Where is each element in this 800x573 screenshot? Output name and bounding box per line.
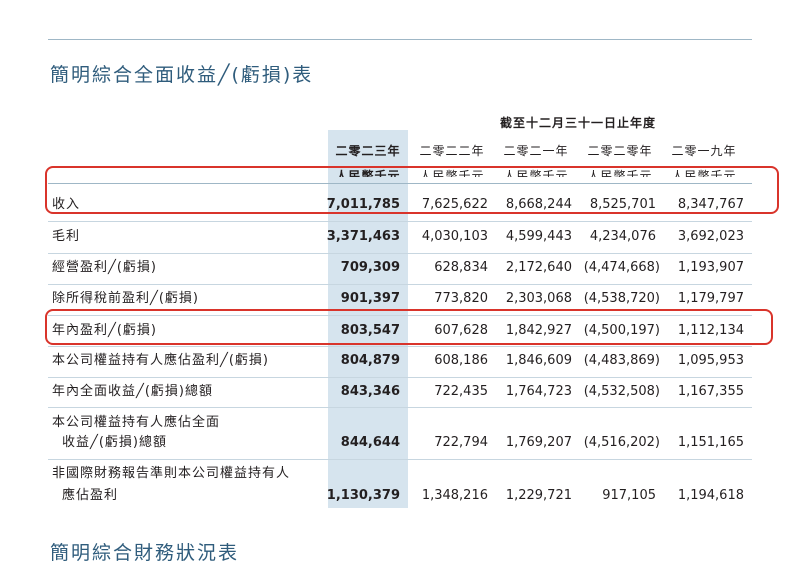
cell-gross-profit-2021: 4,599,443: [505, 229, 572, 244]
cell-revenue-2023: 7,011,785: [326, 197, 400, 212]
row-label-non-ifrs: 非國際財務報告準則本公司權益持有人: [52, 466, 291, 481]
row-label-operating-profit: 經營盈利╱(虧損): [52, 260, 157, 275]
cell-profit-for-year-2019: 1,112,134: [677, 323, 744, 338]
cell-non-ifrs-2019: 1,194,618: [677, 488, 744, 503]
cell-operating-profit-2022: 628,834: [434, 260, 488, 275]
row-divider: [48, 221, 752, 222]
cell-profit-attributable-2023: 804,879: [340, 353, 400, 368]
row-label-revenue: 收入: [52, 197, 81, 212]
cell-non-ifrs-2020: 917,105: [602, 488, 656, 503]
row-divider: [48, 459, 752, 460]
cell-comprehensive-attributable-2022: 722,794: [434, 435, 488, 450]
cell-comprehensive-attributable-2019: 1,151,165: [677, 435, 744, 450]
cell-profit-before-tax-2019: 1,179,797: [677, 291, 744, 306]
row-divider: [48, 284, 752, 285]
header-rule: [48, 183, 752, 184]
unit-2021: 人民幣千元: [503, 169, 569, 177]
cell-revenue-2019: 8,347,767: [677, 197, 744, 212]
cell-profit-for-year-2021: 1,842,927: [505, 323, 572, 338]
cell-non-ifrs-2021: 1,229,721: [505, 488, 572, 503]
cell-total-comprehensive-2023: 843,346: [340, 384, 400, 399]
unit-2023: 人民幣千元: [335, 169, 401, 177]
cell-profit-before-tax-2022: 773,820: [434, 291, 488, 306]
cell-total-comprehensive-2021: 1,764,723: [505, 384, 572, 399]
unit-2020: 人民幣千元: [587, 169, 653, 177]
cell-profit-for-year-2020: (4,500,197): [583, 323, 660, 338]
cell-profit-for-year-2022: 607,628: [434, 323, 488, 338]
cell-profit-before-tax-2021: 2,303,068: [505, 291, 572, 306]
year-2023: 二零二三年: [335, 144, 401, 158]
cell-revenue-2022: 7,625,622: [421, 197, 488, 212]
row-divider: [48, 346, 752, 347]
annotation-box-revenue: [45, 166, 779, 214]
cell-gross-profit-2019: 3,692,023: [677, 229, 744, 244]
income-statement-title: 簡明綜合全面收益╱(虧損)表: [50, 64, 314, 86]
unit-2022: 人民幣千元: [419, 169, 485, 177]
cell-profit-before-tax-2020: (4,538,720): [583, 291, 660, 306]
cell-non-ifrs-2022: 1,348,216: [421, 488, 488, 503]
cell-operating-profit-2019: 1,193,907: [677, 260, 744, 275]
row-label-non-ifrs-line2: 應佔盈利: [62, 488, 119, 503]
cell-profit-attributable-2019: 1,095,953: [677, 353, 744, 368]
current-year-highlight: [328, 130, 408, 508]
year-2021: 二零二一年: [503, 144, 569, 158]
cell-profit-for-year-2023: 803,547: [340, 323, 400, 338]
year-2022: 二零二二年: [419, 144, 485, 158]
row-label-comprehensive-attributable: 本公司權益持有人應佔全面: [52, 415, 221, 430]
cell-profit-attributable-2021: 1,846,609: [505, 353, 572, 368]
row-label-total-comprehensive: 年內全面收益╱(虧損)總額: [52, 384, 213, 399]
cell-comprehensive-attributable-2023: 844,644: [340, 435, 400, 450]
annotation-box-profit-for-year: [45, 309, 773, 345]
financial-position-title: 簡明綜合財務狀況表: [50, 542, 240, 564]
cell-operating-profit-2020: (4,474,668): [583, 260, 660, 275]
unit-2019: 人民幣千元: [671, 169, 737, 177]
row-divider: [48, 315, 752, 316]
cell-gross-profit-2023: 3,371,463: [326, 229, 400, 244]
cell-profit-attributable-2022: 608,186: [434, 353, 488, 368]
year-2020: 二零二零年: [587, 144, 653, 158]
cell-profit-before-tax-2023: 901,397: [340, 291, 400, 306]
cell-total-comprehensive-2019: 1,167,355: [677, 384, 744, 399]
cell-comprehensive-attributable-2021: 1,769,207: [505, 435, 572, 450]
row-label-comprehensive-attributable-line2: 收益╱(虧損)總額: [62, 435, 167, 450]
cell-gross-profit-2022: 4,030,103: [421, 229, 488, 244]
cell-non-ifrs-2023: 1,130,379: [326, 488, 400, 503]
row-label-profit-attributable: 本公司權益持有人應佔盈利╱(虧損): [52, 353, 269, 368]
cell-revenue-2021: 8,668,244: [505, 197, 572, 212]
cell-comprehensive-attributable-2020: (4,516,202): [583, 435, 660, 450]
year-2019: 二零一九年: [671, 144, 737, 158]
cell-revenue-2020: 8,525,701: [589, 197, 656, 212]
cell-total-comprehensive-2022: 722,435: [434, 384, 488, 399]
cell-operating-profit-2023: 709,309: [340, 260, 400, 275]
row-label-profit-for-year: 年內盈利╱(虧損): [52, 323, 157, 338]
row-divider: [48, 377, 752, 378]
cell-profit-attributable-2020: (4,483,869): [583, 353, 660, 368]
top-rule: [48, 39, 752, 40]
cell-gross-profit-2020: 4,234,076: [589, 229, 656, 244]
cell-total-comprehensive-2020: (4,532,508): [583, 384, 660, 399]
row-divider: [48, 407, 752, 408]
row-label-gross-profit: 毛利: [52, 229, 81, 244]
period-header: 截至十二月三十一日止年度: [499, 116, 656, 130]
row-divider: [48, 253, 752, 254]
cell-operating-profit-2021: 2,172,640: [505, 260, 572, 275]
row-label-profit-before-tax: 除所得稅前盈利╱(虧損): [52, 291, 199, 306]
